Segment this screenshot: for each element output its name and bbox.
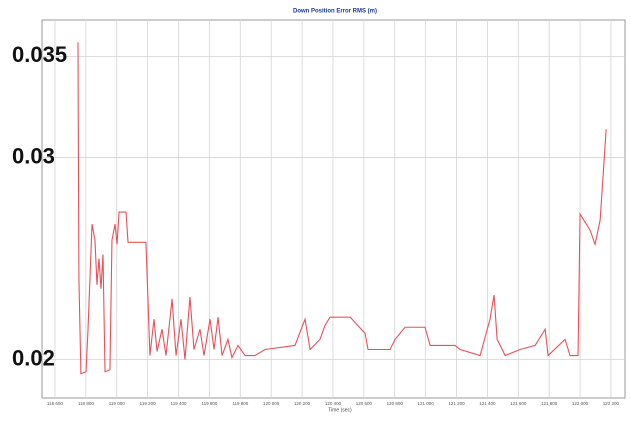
x-tick-label: 119 000	[109, 401, 125, 406]
x-tick-label: 121 000	[417, 401, 434, 406]
x-tick-label: 119 600	[201, 401, 217, 406]
x-tick-label: 121 400	[479, 401, 496, 406]
x-axis-label: Time (sec)	[328, 407, 352, 413]
x-tick-label: 120 000	[263, 401, 280, 406]
x-tick-label: 118 800	[78, 401, 94, 406]
x-tick-label: 121 200	[448, 401, 465, 406]
x-tick-label: 120 800	[387, 401, 404, 406]
plot-frame	[41, 19, 626, 399]
data-line	[77, 42, 607, 375]
chart-title: Down Position Error RMS (m)	[293, 9, 377, 15]
x-tick-label: 122 200	[603, 401, 620, 406]
x-tick-label: 119 200	[140, 401, 156, 406]
x-tick-label: 120 400	[325, 401, 342, 406]
x-tick-label: 122 000	[572, 401, 589, 406]
x-tick-label: 121 800	[541, 401, 558, 406]
x-tick-label: 118 600	[47, 401, 63, 406]
x-tick-label: 120 600	[356, 401, 373, 406]
x-tick-label: 121 600	[510, 401, 527, 406]
x-tick-label: 119 400	[171, 401, 187, 406]
x-tick-label: 120 200	[294, 401, 311, 406]
y-tick-label: 0.02	[12, 345, 55, 370]
y-tick-label: 0.035	[12, 42, 67, 67]
x-tick-label: 119 800	[232, 401, 248, 406]
y-tick-label: 0.03	[12, 143, 55, 168]
